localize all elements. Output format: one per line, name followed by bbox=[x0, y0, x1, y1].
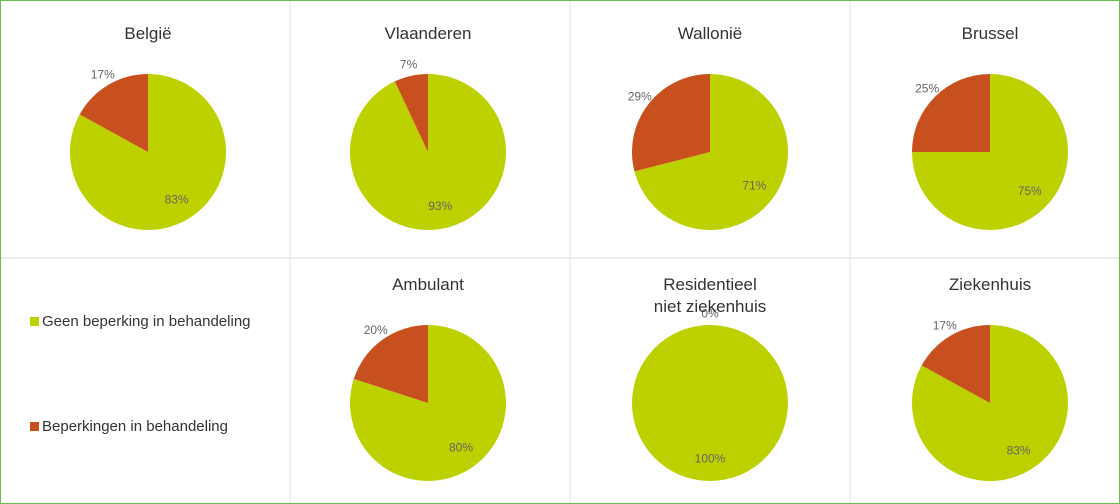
data-label: 17% bbox=[933, 319, 957, 333]
data-label: 0% bbox=[701, 306, 719, 320]
data-label: 29% bbox=[628, 90, 652, 104]
data-label: 25% bbox=[915, 81, 939, 95]
legend-swatch bbox=[30, 422, 39, 431]
legend-label: Geen beperking in behandeling bbox=[42, 313, 251, 330]
pie-slice bbox=[921, 325, 990, 403]
pie-slice bbox=[69, 74, 226, 231]
data-label: 83% bbox=[1007, 444, 1031, 458]
pie-slice bbox=[353, 325, 428, 403]
legend-label: Beperkingen in behandeling bbox=[42, 418, 228, 435]
data-label: 20% bbox=[364, 323, 388, 337]
data-label: 83% bbox=[165, 193, 189, 207]
pie-slice bbox=[350, 325, 507, 481]
data-label: 100% bbox=[695, 451, 726, 465]
data-label: 7% bbox=[400, 57, 418, 71]
data-label: 17% bbox=[91, 68, 115, 82]
data-label: 80% bbox=[449, 441, 473, 455]
pie-slice bbox=[79, 74, 148, 152]
legend-item: Beperkingen in behandeling bbox=[30, 418, 228, 435]
data-label: 93% bbox=[428, 199, 452, 213]
chart-title: Vlaanderen bbox=[384, 24, 472, 43]
data-label: 75% bbox=[1018, 184, 1042, 198]
legend-item: Geen beperking in behandeling bbox=[30, 313, 251, 330]
pie-slice bbox=[632, 325, 788, 481]
chart-title: Residentieel niet ziekenhuis bbox=[653, 275, 767, 316]
chart-title: Wallonië bbox=[677, 24, 743, 43]
chart-title: België bbox=[124, 24, 172, 43]
chart-title: Ambulant bbox=[392, 275, 464, 294]
legend-swatch bbox=[30, 317, 39, 326]
data-label: 71% bbox=[742, 179, 766, 193]
chart-title: Ziekenhuis bbox=[948, 275, 1032, 294]
pie-slice bbox=[632, 74, 710, 172]
pie-slice bbox=[912, 74, 990, 152]
chart-title: Brussel bbox=[961, 24, 1019, 43]
pie-slice bbox=[634, 74, 788, 230]
pie-slice bbox=[394, 74, 428, 152]
